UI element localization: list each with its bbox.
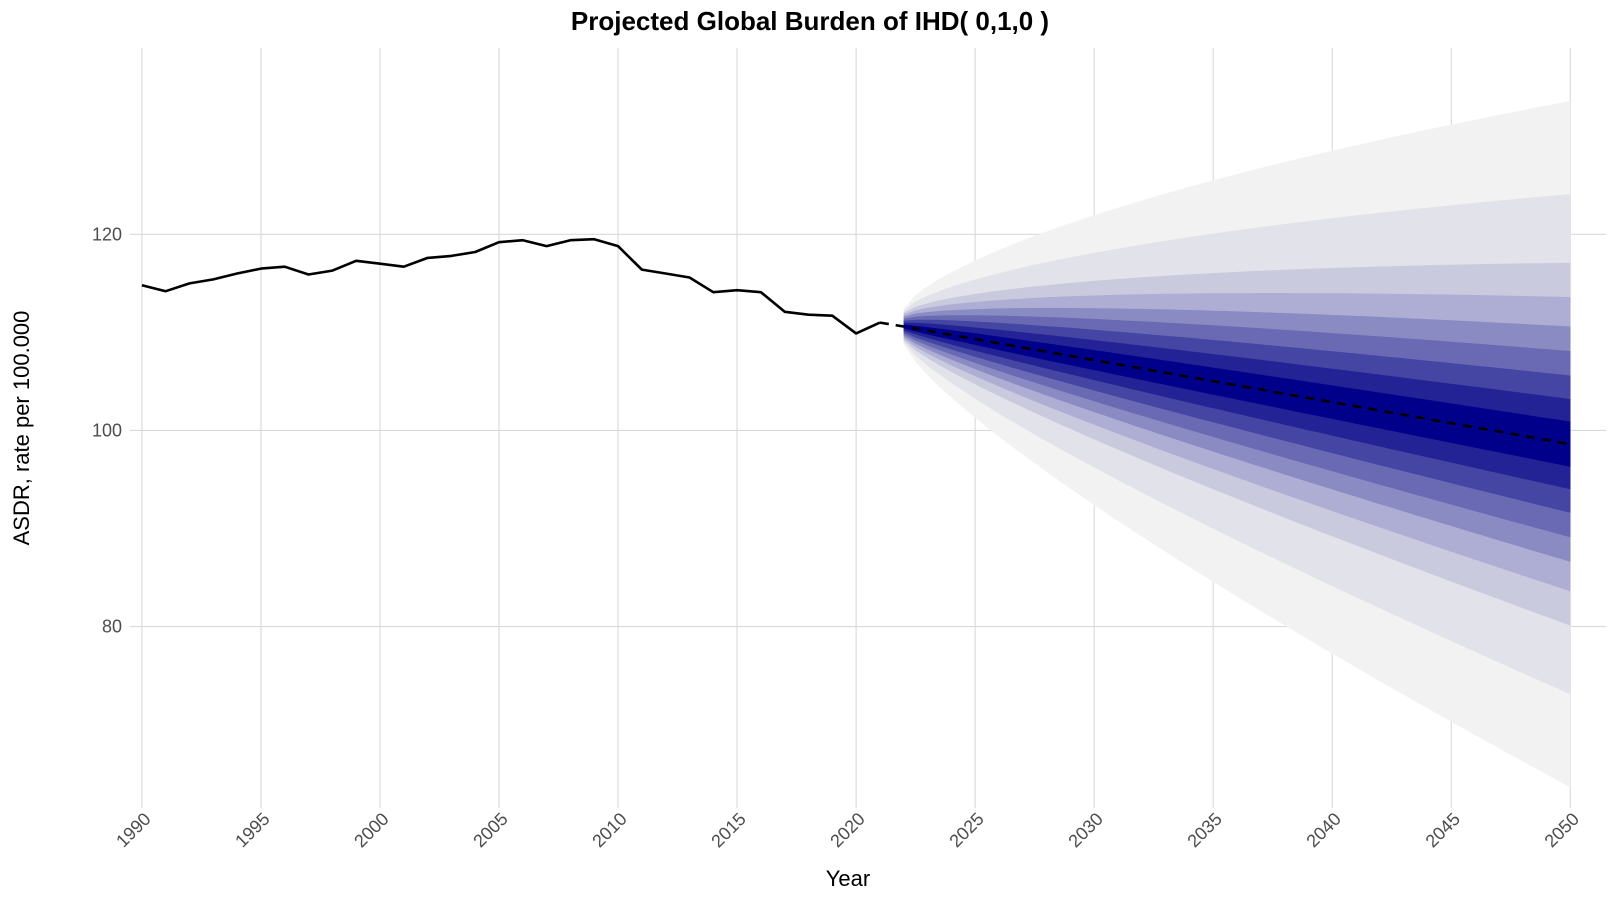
- chart-title: Projected Global Burden of IHD( 0,1,0 ): [571, 6, 1049, 36]
- x-tick-label: 2000: [350, 809, 392, 851]
- x-axis-ticks: 1990 1995 2000 2005 2010 2015 2020 2025 2030 2035…: [112, 809, 1583, 852]
- x-tick-label: 2040: [1302, 809, 1344, 851]
- x-tick-label: 2025: [945, 809, 987, 851]
- y-tick-label: 100: [92, 420, 122, 440]
- y-axis-ticks: 80 100 120: [92, 224, 122, 636]
- y-tick-label: 120: [92, 224, 122, 244]
- y-axis-title: ASDR, rate per 100.000: [9, 311, 34, 546]
- x-tick-label: 2050: [1541, 809, 1583, 851]
- x-tick-label: 2020: [826, 809, 868, 851]
- x-tick-label: 2045: [1422, 809, 1464, 851]
- forecast-line: [879, 321, 1571, 446]
- series-lines: [141, 237, 1571, 446]
- observed-line: [141, 237, 881, 335]
- x-tick-label: 1995: [231, 809, 273, 851]
- x-axis-title: Year: [826, 866, 870, 891]
- x-tick-label: 2035: [1183, 809, 1225, 851]
- x-tick-label: 1990: [112, 809, 154, 851]
- y-tick-label: 80: [102, 617, 122, 637]
- x-tick-label: 2005: [469, 809, 511, 851]
- x-tick-label: 2010: [588, 809, 630, 851]
- forecast-fan: [903, 101, 1571, 788]
- x-tick-label: 2015: [707, 809, 749, 851]
- x-tick-label: 2030: [1064, 809, 1106, 851]
- fan-band-9: [903, 324, 1571, 467]
